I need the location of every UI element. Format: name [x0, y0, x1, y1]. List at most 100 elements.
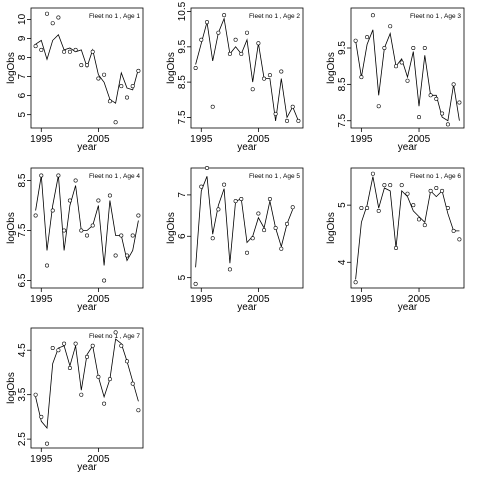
- observed-point: [370, 171, 375, 176]
- y-tick-label: 9: [17, 35, 28, 41]
- observed-point: [96, 76, 101, 81]
- observed-point: [376, 208, 381, 213]
- x-tick-label: 1995: [30, 454, 53, 465]
- observed-point: [365, 35, 370, 40]
- observed-point: [39, 173, 44, 178]
- observed-point: [125, 253, 130, 258]
- observed-point: [273, 111, 278, 116]
- y-tick-label: 7: [177, 192, 188, 198]
- plot-frame: [350, 7, 465, 129]
- observed-point: [279, 69, 284, 74]
- x-tick-label: 2005: [87, 134, 110, 145]
- observed-point: [73, 178, 78, 183]
- observed-point: [193, 281, 198, 286]
- observed-point: [227, 51, 232, 56]
- observed-point: [33, 392, 38, 397]
- x-tick-label: 1995: [30, 294, 53, 305]
- panel-5: Fleet no 1 , Age 5 1995 2005 5 6 7 year logObs: [166, 166, 304, 313]
- panel-title: Fleet no 1 , Age 1: [89, 13, 140, 20]
- observed-point: [233, 199, 238, 204]
- x-tick-label: 1995: [190, 294, 213, 305]
- observed-point: [199, 184, 204, 189]
- observed-point: [216, 207, 221, 212]
- panel-2: Fleet no 1 , Age 2 1995 2005 7.5 8.5 9.5 10.5 y…: [166, 1, 304, 153]
- observed-point: [90, 223, 95, 228]
- observed-point: [96, 198, 101, 203]
- panel-title: Fleet no 1 , Age 6: [410, 173, 461, 180]
- observed-point: [399, 183, 404, 188]
- observed-point: [267, 73, 272, 78]
- observed-point: [359, 206, 364, 211]
- x-tick-label: 2005: [87, 294, 110, 305]
- observed-point: [273, 226, 278, 231]
- observed-point: [130, 381, 135, 386]
- observed-point: [199, 37, 204, 42]
- plot-frame: [350, 167, 465, 289]
- y-tick-label: 5: [337, 202, 348, 208]
- observed-point: [85, 354, 90, 359]
- observed-point: [353, 280, 358, 285]
- x-axis-label: year: [237, 142, 257, 153]
- observed-point: [73, 341, 78, 346]
- observed-point: [222, 182, 227, 187]
- observed-point: [102, 401, 107, 406]
- observed-point: [205, 20, 210, 25]
- x-tick-label: 2005: [408, 294, 431, 305]
- observed-point: [245, 250, 250, 255]
- y-tick-label: 8.5: [177, 75, 188, 89]
- observed-point: [284, 221, 289, 226]
- observed-point: [262, 76, 267, 81]
- observed-point: [239, 51, 244, 56]
- observed-point: [62, 341, 67, 346]
- observed-point: [90, 49, 95, 54]
- observed-point: [393, 64, 398, 69]
- observed-point: [119, 84, 124, 89]
- observed-point: [90, 343, 95, 348]
- y-tick-label: 8.5: [337, 77, 348, 91]
- observed-point: [365, 206, 370, 211]
- y-tick-label: 10.5: [177, 1, 188, 21]
- observed-point: [262, 228, 267, 233]
- x-tick-label: 1995: [350, 294, 373, 305]
- y-tick-label: 8.5: [17, 173, 28, 187]
- panel-title: Fleet no 1 , Age 4: [89, 173, 140, 180]
- x-axis-label: year: [398, 142, 418, 153]
- observed-point: [113, 253, 118, 258]
- observed-point: [416, 115, 421, 120]
- observed-point: [67, 49, 72, 54]
- observed-point: [239, 197, 244, 202]
- observed-point: [428, 188, 433, 193]
- y-tick-label: 5: [177, 274, 188, 280]
- y-tick-label: 7.5: [337, 113, 348, 127]
- plot-frame: [190, 7, 304, 129]
- fitted-line: [355, 29, 460, 122]
- observed-point: [130, 84, 135, 89]
- observed-point: [399, 60, 404, 65]
- observed-point: [370, 13, 375, 18]
- observed-point: [284, 118, 289, 123]
- observed-point: [451, 228, 456, 233]
- y-axis-label: logObs: [6, 52, 17, 84]
- y-axis-label: logObs: [166, 52, 177, 84]
- observed-point: [39, 47, 44, 52]
- observed-point: [130, 233, 135, 238]
- observed-point: [250, 87, 255, 92]
- fitted-line: [195, 176, 294, 268]
- y-tick-label: 9.5: [177, 39, 188, 53]
- y-axis-label: logObs: [6, 372, 17, 404]
- observed-point: [67, 198, 72, 203]
- observed-point: [405, 191, 410, 196]
- panel-3: Fleet no 1 , Age 3 1995 2005 7.5 8.5 9.5 year l…: [326, 7, 465, 153]
- observed-point: [85, 63, 90, 68]
- observed-point: [205, 166, 210, 171]
- observed-point: [227, 267, 232, 272]
- plot-frame: [30, 167, 144, 289]
- y-tick-label: 7.5: [177, 110, 188, 124]
- panel-title: Fleet no 1 , Age 5: [249, 173, 300, 180]
- observed-point: [353, 38, 358, 43]
- panel-7: Fleet no 1 , Age 7 1995 2005 2.5 3.5 4.5 year l…: [6, 327, 144, 473]
- observed-point: [290, 205, 295, 210]
- observed-point: [136, 213, 141, 218]
- observed-point: [44, 11, 49, 16]
- panel-1: Fleet no 1 , Age 1 1995 2005 5 6 7 8 9 10 year log…: [6, 7, 144, 153]
